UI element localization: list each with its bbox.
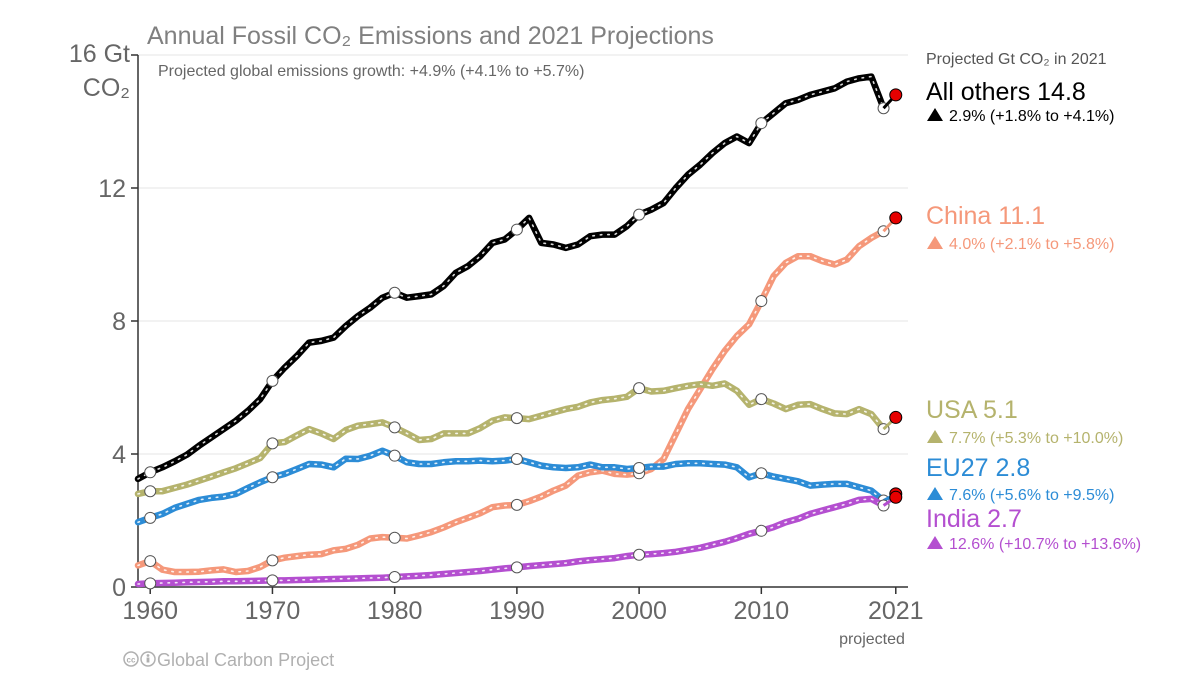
marker-india-2010 [755, 524, 768, 537]
axes: 0 4 8 12 1960 1970 1980 1990 2000 2010 2021 [98, 54, 924, 625]
marker-usa-1970 [266, 437, 279, 450]
projection-point-china [889, 211, 903, 225]
legend-growth-eu27: 7.6% (+5.6% to +9.5%) [949, 487, 1114, 504]
cc-icon: cc [123, 651, 139, 667]
legend-header: Projected Gt CO₂ in 2021 [926, 51, 1107, 68]
marker-all-others-2010 [755, 117, 768, 130]
marker-all-others-1990 [510, 223, 523, 236]
projection-point-usa [889, 410, 903, 424]
projection-point-india [889, 490, 903, 504]
marker-all-others-2000 [633, 208, 646, 221]
chart-text: Annual Fossil CO₂ Emissions and 2021 Pro… [69, 22, 1107, 648]
marker-usa-2010 [755, 393, 768, 406]
up-triangle-icon [927, 236, 943, 249]
marker-usa-1960 [144, 485, 157, 498]
up-triangle-icon [927, 536, 943, 549]
x-tick-label-1980: 1980 [367, 597, 423, 625]
marker-india-1980 [388, 571, 401, 584]
marker-usa-1990 [510, 412, 523, 425]
series-lines [134, 73, 903, 590]
series-usa [134, 380, 903, 498]
marker-usa-2000 [633, 382, 646, 395]
legend-item-all-others: All others 14.8 2.9% (+1.8% to +4.1%) [926, 78, 1114, 125]
series-eu27 [134, 447, 903, 526]
marker-eu27-1990 [510, 452, 523, 465]
marker-china-1960 [144, 555, 157, 568]
legend: All others 14.8 2.9% (+1.8% to +4.1%) Chin… [926, 78, 1141, 553]
up-triangle-icon [927, 430, 943, 443]
y-tick-label-4: 4 [112, 441, 126, 469]
legend-growth-india: 12.6% (+10.7% to +13.6%) [949, 536, 1141, 553]
marker-eu27-2010 [755, 467, 768, 480]
legend-label-china: China 11.1 [926, 202, 1045, 230]
up-triangle-icon [927, 487, 943, 500]
legend-label-india: India 2.7 [926, 505, 1022, 533]
series-dots-all-others [137, 75, 885, 480]
legend-item-usa: USA 5.1 7.7% (+5.3% to +10.0%) [926, 396, 1123, 447]
legend-growth-all-others: 2.9% (+1.8% to +4.1%) [949, 108, 1114, 125]
up-triangle-icon [927, 108, 943, 121]
marker-india-1960 [144, 577, 157, 590]
y-tick-label-8: 8 [112, 308, 126, 336]
marker-eu27-2000 [633, 461, 646, 474]
series-china [134, 211, 903, 576]
marker-india-2000 [633, 548, 646, 561]
y-tick-label-12: 12 [98, 175, 126, 203]
by-attribution-icon [140, 651, 156, 667]
marker-eu27-1980 [388, 449, 401, 462]
marker-all-others-1960 [144, 466, 157, 479]
marker-china-1970 [266, 554, 279, 567]
series-india [134, 490, 903, 590]
projection-point-all-others [889, 88, 903, 102]
footer: cc Global Carbon Project [123, 650, 334, 670]
marker-usa-1980 [388, 421, 401, 434]
y-axis-label-line2: CO₂ [83, 74, 130, 102]
marker-all-others-1970 [266, 374, 279, 387]
x-tick-label-1970: 1970 [245, 597, 301, 625]
projected-label: projected [839, 631, 905, 648]
marker-eu27-1960 [144, 511, 157, 524]
marker-india-1990 [510, 561, 523, 574]
x-tick-label-2010: 2010 [734, 597, 790, 625]
gridlines [138, 54, 908, 455]
svg-text:cc: cc [127, 656, 136, 665]
chart-title: Annual Fossil CO₂ Emissions and 2021 Pro… [147, 22, 714, 50]
legend-label-eu27: EU27 2.8 [926, 454, 1030, 482]
x-tick-label-1960: 1960 [122, 597, 178, 625]
chart-subtitle: Projected global emissions growth: +4.9%… [158, 63, 584, 80]
y-tick-label-0: 0 [112, 574, 126, 602]
x-tick-label-2000: 2000 [611, 597, 667, 625]
legend-growth-china: 4.0% (+2.1% to +5.8%) [949, 236, 1114, 253]
marker-eu27-1970 [266, 471, 279, 484]
series-all-others [134, 73, 903, 483]
legend-item-india: India 2.7 12.6% (+10.7% to +13.6%) [926, 505, 1141, 553]
legend-item-eu27: EU27 2.8 7.6% (+5.6% to +9.5%) [926, 454, 1114, 504]
y-axis-label-line1: 16 Gt [69, 40, 130, 68]
marker-china-1980 [388, 531, 401, 544]
legend-label-usa: USA 5.1 [926, 396, 1018, 424]
legend-item-china: China 11.1 4.0% (+2.1% to +5.8%) [926, 202, 1114, 253]
x-tick-label-1990: 1990 [489, 597, 545, 625]
marker-all-others-1980 [388, 286, 401, 299]
marker-india-1970 [266, 574, 279, 587]
marker-china-2010 [755, 295, 768, 308]
legend-label-all-others: All others 14.8 [926, 78, 1086, 106]
x-tick-label-2021: 2021 [868, 597, 924, 625]
legend-growth-usa: 7.7% (+5.3% to +10.0%) [949, 430, 1123, 447]
marker-china-1990 [510, 498, 523, 511]
footer-credit: Global Carbon Project [157, 650, 334, 670]
